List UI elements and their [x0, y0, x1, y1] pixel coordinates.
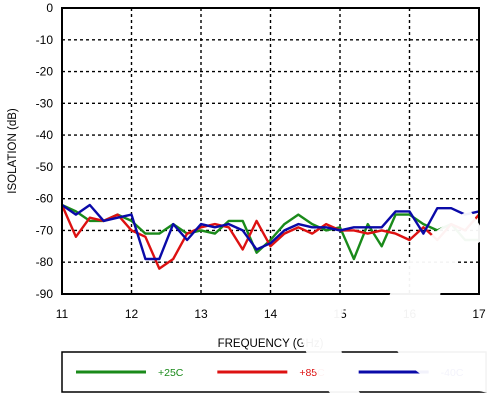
legend-label: +25C — [158, 367, 184, 379]
x-tick-label: 12 — [125, 307, 139, 321]
y-axis-title: ISOLATION (dB) — [7, 108, 19, 194]
y-tick-labels: 0 -10 -20 -30 -40 -50 -60 -70 -80 -90 — [36, 1, 54, 301]
plot-frame — [61, 7, 480, 295]
y-tick-label: -50 — [36, 160, 54, 174]
y-tick-label: -80 — [36, 255, 54, 269]
y-tick-label: -60 — [36, 192, 54, 206]
x-tick-label: 13 — [194, 307, 208, 321]
y-tick-label: -20 — [36, 65, 54, 79]
y-tick-label: 0 — [46, 1, 53, 15]
y-tick-label: -10 — [36, 33, 54, 47]
x-tick-label: 15 — [333, 307, 347, 321]
x-tick-label: 16 — [403, 307, 417, 321]
x-tick-label: 11 — [56, 307, 69, 321]
x-axis-title: FREQUENCY (GHz) — [218, 338, 324, 350]
legend-label: +85C — [299, 367, 325, 379]
y-tick-label: -70 — [36, 223, 54, 237]
legend-label: -40C — [441, 367, 464, 379]
x-tick-label: 17 — [472, 307, 486, 321]
x-tick-label: 14 — [264, 307, 278, 321]
y-tick-label: -40 — [36, 128, 54, 142]
y-tick-label: -30 — [36, 96, 54, 110]
y-tick-label: -90 — [36, 287, 54, 301]
